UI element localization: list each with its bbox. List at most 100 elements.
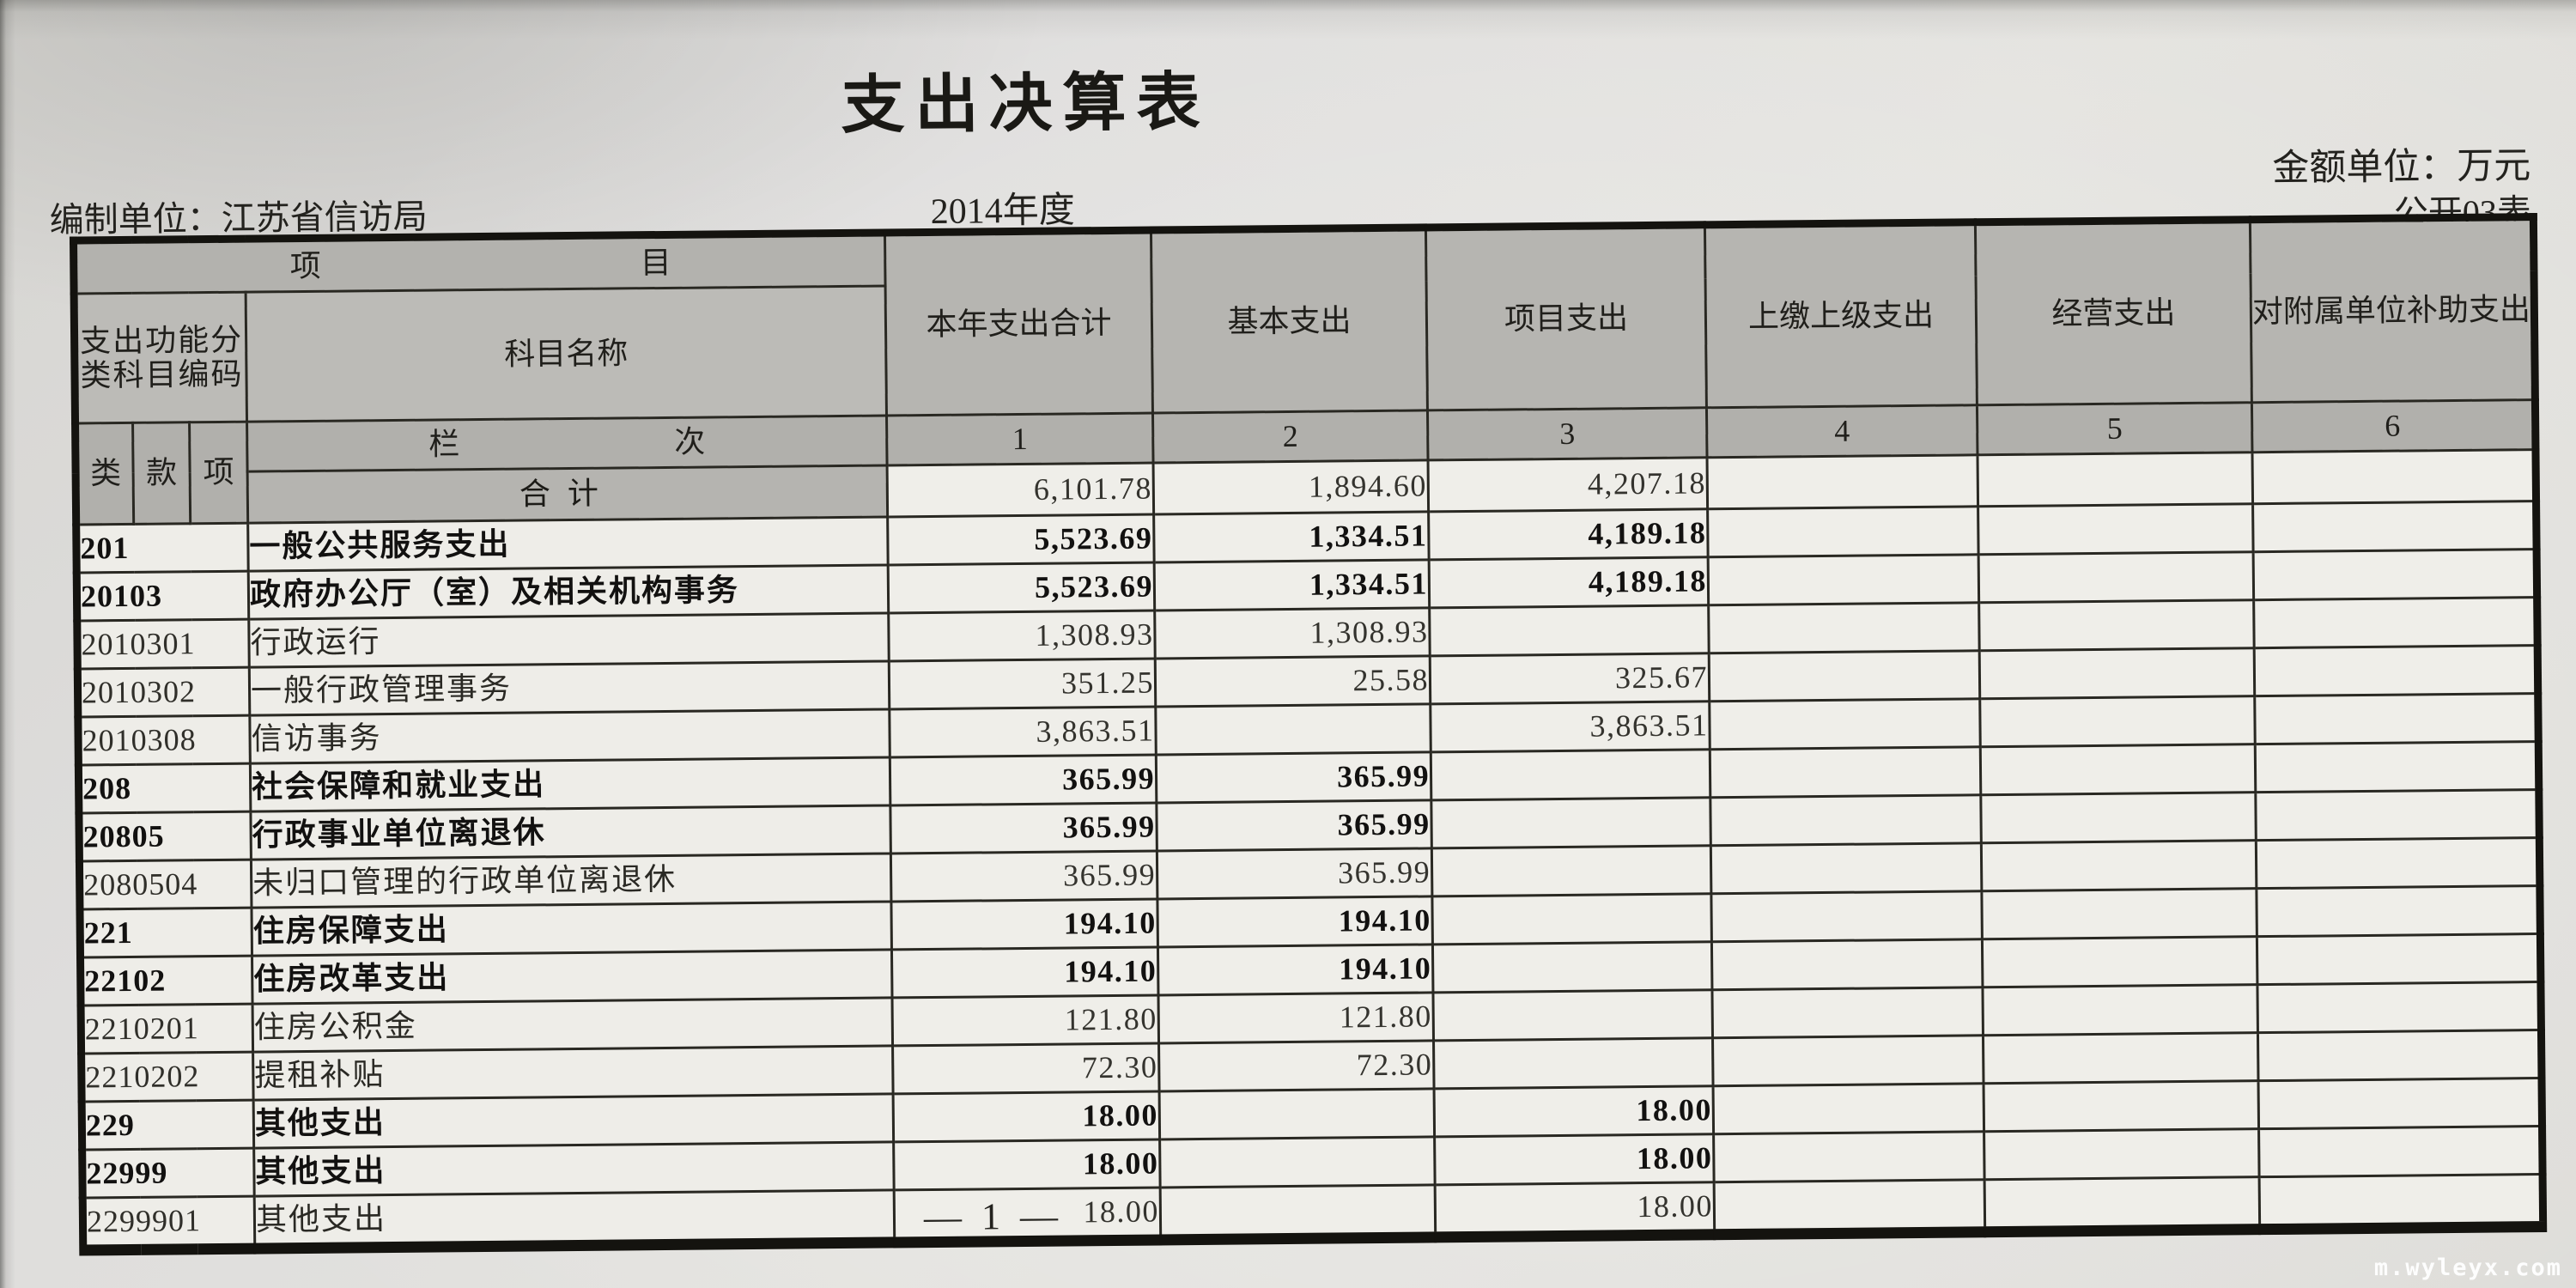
column-number: 6 [2251,399,2537,453]
row-value: 18.00 [1434,1133,1715,1185]
row-value [1431,845,1711,896]
row-value [1431,797,1711,848]
row-subject-name: 其他支出 [253,1141,895,1197]
row-value [1980,744,2256,795]
col-header-upper-level: 上缴上级支出 [1704,222,1978,408]
row-value: 1,334.51 [1153,511,1430,562]
row-value: 194.10 [1157,944,1434,995]
total-value [1978,452,2253,507]
row-value: 18.00 [893,1139,1161,1190]
row-subject-name: 信访事务 [249,708,890,764]
row-subject-name: 其他支出 [253,1093,894,1149]
row-value: 72.30 [1158,1040,1435,1091]
row-value [1709,698,1981,750]
col-header-project-expense: 项目支出 [1425,224,1707,410]
total-value: 1,894.60 [1153,459,1429,514]
row-value [1981,888,2257,939]
row-value [1707,506,1979,557]
row-value [2258,1126,2543,1177]
row-code: 22102 [80,956,253,1006]
row-subject-name: 一般公共服务支出 [247,516,889,572]
row-value: 121.80 [1158,992,1434,1043]
row-value [1429,605,1710,656]
row-value [1984,1176,2260,1232]
row-value: 5,523.69 [888,562,1155,613]
total-value: 4,207.18 [1428,457,1708,512]
code-sub-class: 类 [75,422,134,526]
row-subject-name: 一般行政管理事务 [249,660,890,716]
amount-unit-label: 金额单位：万元 [2272,146,2531,189]
row-subject-name: 未归口管理的行政单位离退休 [251,853,891,908]
row-value: 5,523.69 [887,513,1155,565]
row-code: 2010301 [76,619,250,670]
col-header-subsidy: 对附属单位补助支出 [2250,216,2536,403]
row-value [1982,984,2258,1036]
row-value [1984,1080,2259,1132]
row-value [2254,645,2538,696]
row-value: 365.99 [1157,848,1432,899]
row-code: 2010308 [77,715,251,766]
row-value [1978,503,2254,555]
row-value [1711,939,1983,990]
row-value [1714,1179,1985,1235]
row-value: 4,189.18 [1428,508,1709,560]
row-subject-name: 政府办公厅（室）及相关机构事务 [248,564,889,620]
row-value: 1,308.93 [1154,607,1431,659]
col-header-operating: 经营支出 [1975,219,2252,405]
row-value: 365.99 [890,754,1157,805]
row-subject-name: 住房保障支出 [251,901,892,957]
row-value [1709,650,1980,702]
col-header-subject-name: 科目名称 [246,285,887,422]
page-number: — 1 — [923,1194,1064,1239]
row-value [1713,1083,1984,1134]
row-value [2255,741,2539,793]
row-value [2257,933,2541,985]
header-row-project: 项 目 本年支出合计 基本支出 项目支出 上缴上级支出 经营支出 对附属单位补助… [73,216,2536,416]
row-value: 121.80 [892,994,1159,1046]
total-value: 6,101.78 [887,462,1154,517]
row-value [1710,794,1982,846]
row-value [1160,1184,1436,1240]
row-value [1710,890,1983,942]
table-body: 201 一般公共服务支出 5,523.69 1,334.51 4,189.18 20103… [76,501,2543,1251]
code-sub-fund: 款 [132,422,191,525]
watermark: m.wyleyx.com [2373,1255,2562,1281]
column-number: 2 [1152,410,1429,463]
row-code: 208 [78,763,251,814]
row-code: 2010302 [77,667,250,718]
row-value: 365.99 [1156,751,1431,803]
row-subject-name: 行政事业单位离退休 [250,805,891,860]
row-value: 351.25 [889,658,1156,709]
column-number: 3 [1427,407,1708,460]
row-code: 20103 [76,571,249,622]
total-label: 合计 [247,465,888,524]
row-code: 2210201 [81,1004,253,1054]
row-code: 20805 [78,811,252,862]
row-value [1713,1131,1985,1182]
row-value [1431,749,1710,800]
row-value [2257,1030,2543,1081]
row-value [1159,1088,1435,1139]
code-sub-item: 项 [189,422,248,524]
row-value [2259,1174,2543,1230]
row-value [1708,554,1979,605]
row-value: 3,863.51 [1430,701,1710,752]
row-value: 194.10 [891,946,1159,998]
row-code: 2299901 [82,1196,255,1251]
row-value [1979,647,2255,699]
lanci-char: 次 [674,424,706,460]
row-value: 72.30 [892,1042,1160,1094]
row-value [1980,792,2257,843]
row-value [2253,597,2538,648]
row-value: 3,863.51 [889,706,1157,757]
row-value [1981,840,2257,891]
row-value: 4,189.18 [1429,556,1709,608]
row-value [1978,599,2255,651]
row-value [2252,501,2537,552]
row-value [1978,551,2254,603]
row-value [2258,1078,2543,1129]
row-value [2255,789,2540,841]
row-subject-name: 提租补贴 [252,1045,894,1101]
project-header-char: 目 [640,245,672,281]
total-value [1707,454,1978,509]
